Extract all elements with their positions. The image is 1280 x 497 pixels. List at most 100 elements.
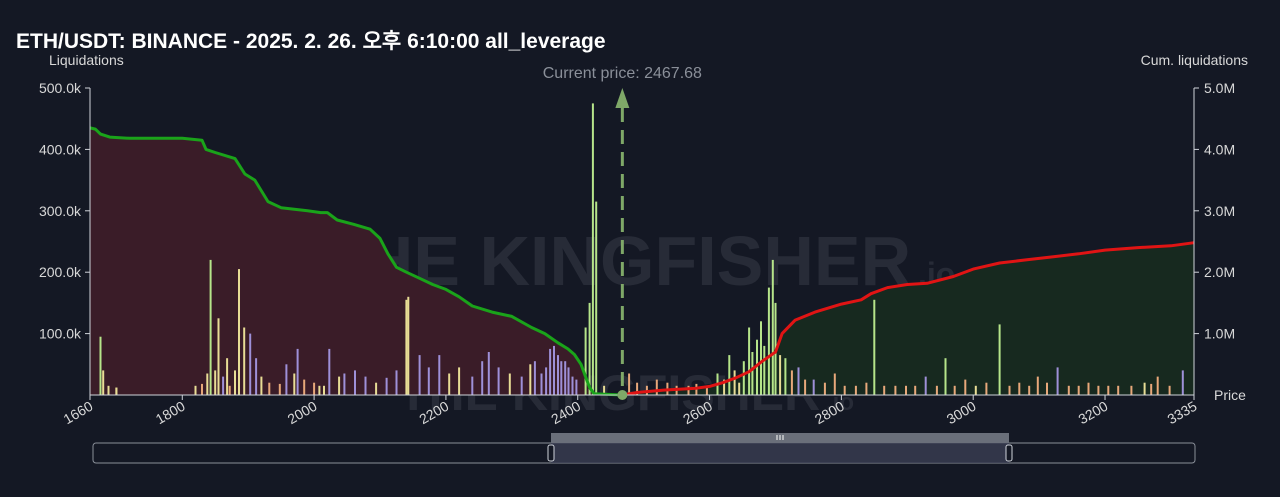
liquidation-bar [865, 382, 868, 395]
liquidation-bar [102, 370, 105, 395]
y-axis-left-label: Liquidations [49, 52, 124, 68]
liquidation-bar [296, 348, 299, 395]
liquidation-bar [557, 355, 559, 395]
liquidation-bar [873, 299, 876, 395]
liquidation-bar [407, 296, 410, 395]
liquidation-bar [217, 318, 220, 396]
liquidation-bar [375, 382, 378, 395]
liquidation-bar [508, 373, 511, 395]
liquidation-bar [760, 321, 762, 395]
liquidation-bar [756, 339, 758, 395]
liquidation-bar [1008, 385, 1011, 395]
liquidation-bar [293, 373, 296, 395]
liquidation-bar [471, 376, 474, 395]
liquidation-bar [1181, 370, 1184, 395]
liquidation-bar [529, 364, 532, 395]
liquidation-bar [338, 376, 341, 395]
liquidation-bar [804, 379, 807, 395]
y-tick-right-label: 4.0M [1204, 141, 1235, 157]
liquidation-bar [1168, 385, 1171, 395]
liquidation-bar [540, 373, 543, 395]
range-slider-grip-icon[interactable] [776, 435, 784, 440]
liquidation-bar [854, 385, 857, 395]
liquidation-bar [260, 376, 263, 395]
liquidation-bar [243, 327, 246, 395]
long-side-cum-line [622, 241, 1195, 397]
y-tick-left-label: 300.0k [39, 203, 82, 219]
short-side-cum-line [89, 126, 623, 397]
liquidation-bar [255, 358, 258, 395]
liquidation-bar [354, 370, 356, 395]
current-price-marker: Current price: 2467.68 [543, 65, 702, 400]
liquidation-bar [964, 379, 967, 395]
liquidation-bar [1117, 385, 1120, 395]
liquidation-bar [1077, 385, 1080, 395]
liquidation-bar [278, 383, 281, 395]
liquidation-bar [767, 287, 770, 395]
liquidation-bar [1143, 382, 1146, 395]
liquidation-bar [1028, 385, 1031, 395]
liquidation-bar [905, 385, 907, 395]
liquidation-bar [323, 385, 325, 395]
x-tick-label: 1800 [153, 398, 188, 428]
liquidation-bar [458, 367, 461, 395]
liquidation-bar [285, 364, 288, 395]
liquidation-bar [328, 348, 331, 395]
short-side-area [90, 127, 623, 396]
current-price-label: Current price: 2467.68 [543, 65, 702, 82]
liquidation-bar [944, 358, 947, 395]
cum-liquidation-lines [89, 126, 1195, 397]
liquidation-bar [748, 327, 751, 395]
liquidation-bar [1036, 376, 1039, 395]
liquidation-bar [564, 361, 567, 395]
liquidation-bar [655, 379, 658, 395]
liquidation-bar [584, 327, 587, 395]
liquidation-bar [194, 385, 197, 395]
y-axis-right-label: Cum. liquidations [1141, 52, 1248, 68]
range-slider[interactable] [92, 433, 1196, 464]
liquidation-bar [481, 361, 484, 395]
current-price-dot [617, 390, 628, 400]
liquidation-bar [797, 367, 800, 395]
liquidation-bar [1156, 376, 1159, 395]
y-tick-right-label: 3.0M [1204, 203, 1235, 219]
liquidation-bar [115, 387, 118, 395]
liquidation-bar [553, 345, 555, 395]
liquidation-bar [567, 367, 570, 395]
liquidation-bar [784, 358, 787, 395]
liquidation-bar [228, 385, 231, 395]
liquidation-bar [733, 370, 736, 395]
liquidation-bar [533, 361, 536, 395]
range-slider-left-handle[interactable] [547, 444, 555, 462]
long-side-area [622, 242, 1194, 395]
liquidation-bar [595, 201, 598, 395]
y-tick-left-label: 100.0k [39, 326, 82, 342]
liquidation-bar [894, 385, 897, 395]
cum-liquidation-areas [90, 127, 1194, 396]
liquidation-bar [497, 367, 500, 395]
liquidation-bar [234, 370, 236, 395]
liquidation-bar [107, 385, 110, 395]
liquidation-bar [438, 355, 441, 395]
liquidation-bar [738, 382, 741, 395]
y-ticks-left: 100.0k 200.0k 300.0k 400.0k 500.0k [39, 80, 90, 342]
liquidation-bar [1150, 383, 1153, 395]
current-price-arrow-icon [615, 88, 630, 108]
liquidation-bar [214, 370, 217, 395]
y-ticks-right: 1.0M 2.0M 3.0M 4.0M 5.0M [1194, 80, 1235, 342]
liquidation-bar [790, 370, 793, 395]
x-axis-label: Price [1214, 387, 1246, 403]
range-slider-selection[interactable] [551, 443, 1009, 463]
y-tick-left-label: 400.0k [39, 141, 82, 157]
range-slider-right-handle[interactable] [1005, 444, 1013, 462]
liquidation-bar [1097, 385, 1100, 395]
liquidation-bar [222, 376, 225, 395]
liquidation-bar [206, 373, 209, 395]
liquidation-bar [812, 379, 815, 395]
liquidation-bar [385, 377, 388, 395]
x-tick-label: 3335 [1165, 398, 1200, 428]
liquidation-bar [914, 385, 917, 395]
x-tick-label: 3000 [944, 398, 979, 428]
liquidation-bar [1067, 385, 1070, 395]
